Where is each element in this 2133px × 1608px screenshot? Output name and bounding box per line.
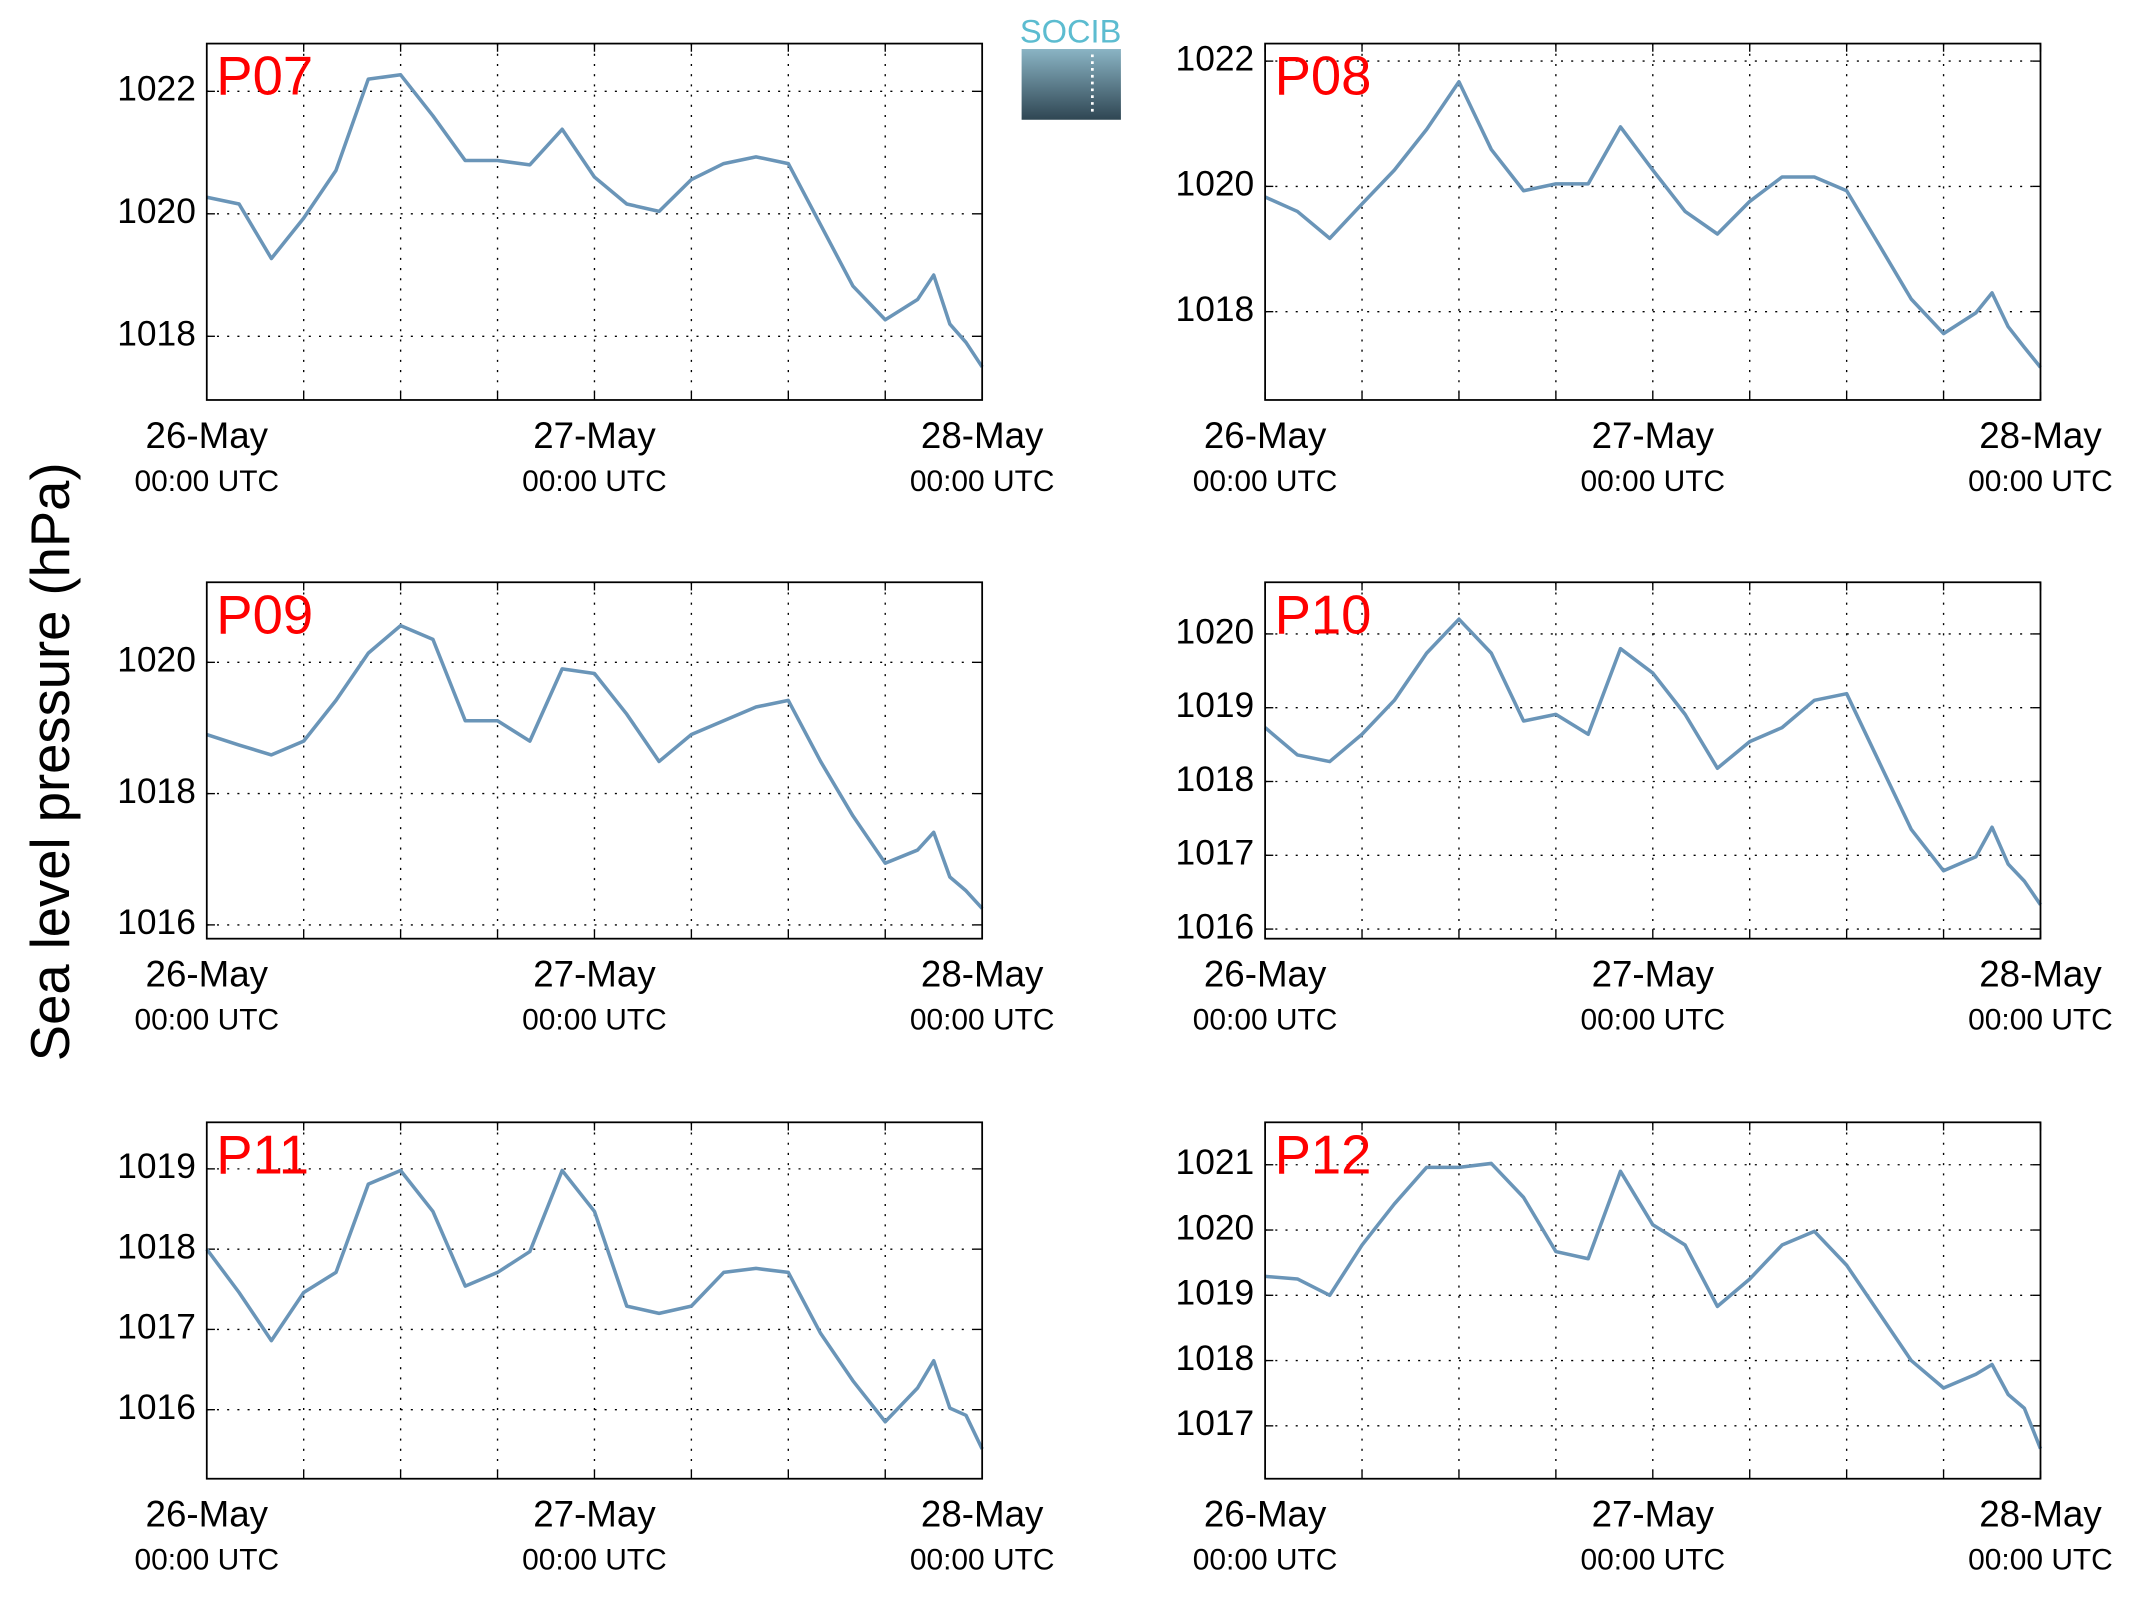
- x-tick-label: 26-May: [146, 953, 269, 994]
- x-tick-sublabel: 00:00 UTC: [522, 1544, 667, 1577]
- x-tick-sublabel: 00:00 UTC: [910, 465, 1055, 498]
- x-tick-label: 28-May: [921, 953, 1044, 994]
- data-line: [1264, 80, 2042, 369]
- y-tick-label: 1016: [117, 1388, 196, 1427]
- data-line: [206, 73, 984, 368]
- x-tick-label: 27-May: [1592, 953, 1715, 994]
- x-tick-label: 27-May: [1592, 415, 1715, 456]
- panel-title: P10: [1275, 584, 1372, 645]
- x-tick-sublabel: 00:00 UTC: [910, 1544, 1055, 1577]
- panel-title: P12: [1275, 1124, 1372, 1185]
- data-line: [1263, 617, 2042, 906]
- panel-title: P07: [216, 46, 313, 107]
- y-tick-label: 1018: [1176, 290, 1255, 329]
- x-tick-label: 27-May: [1592, 1494, 1715, 1535]
- x-tick-sublabel: 00:00 UTC: [522, 465, 667, 498]
- panel-title: P11: [216, 1124, 309, 1185]
- plot-frame: [205, 42, 984, 401]
- x-tick-sublabel: 00:00 UTC: [134, 465, 279, 498]
- x-tick-label: 28-May: [921, 1494, 1044, 1535]
- y-tick-label: 1016: [1176, 907, 1255, 946]
- x-tick-label: 28-May: [1979, 953, 2102, 994]
- x-tick-sublabel: 00:00 UTC: [1580, 465, 1725, 498]
- y-tick-label: 1019: [117, 1147, 196, 1186]
- y-tick-label: 1018: [117, 315, 196, 354]
- data-line: [206, 623, 984, 910]
- panel: 26-May 00:00 UTC 27-May 00:00 UTC 28-May 00:0…: [1176, 39, 2113, 497]
- panel: 26-May 00:00 UTC 27-May 00:00 UTC 28-May 00:0…: [1176, 581, 2113, 1037]
- x-tick-label: 26-May: [1204, 415, 1327, 456]
- y-tick-label: 1022: [1176, 39, 1255, 78]
- x-tick-label: 27-May: [533, 953, 656, 994]
- panel-title: P09: [216, 584, 313, 645]
- x-tick-label: 26-May: [1204, 1494, 1327, 1535]
- x-tick-sublabel: 00:00 UTC: [1193, 1004, 1338, 1037]
- y-tick-label: 1017: [1176, 834, 1255, 873]
- x-tick-label: 28-May: [1979, 415, 2102, 456]
- panel: 26-May 00:00 UTC 27-May 00:00 UTC 28-May 00:0…: [117, 42, 1055, 498]
- panel: 26-May 00:00 UTC 27-May 00:00 UTC 28-May 00:0…: [117, 581, 1055, 1037]
- x-tick-label: 26-May: [146, 1494, 269, 1535]
- x-tick-sublabel: 00:00 UTC: [134, 1004, 279, 1037]
- x-tick-sublabel: 00:00 UTC: [1580, 1544, 1725, 1577]
- y-tick-label: 1017: [1176, 1404, 1255, 1443]
- y-tick-label: 1022: [117, 70, 196, 109]
- panel: 26-May 00:00 UTC 27-May 00:00 UTC 28-May 00:0…: [117, 1121, 1055, 1577]
- x-tick-label: 27-May: [533, 415, 656, 456]
- x-tick-label: 26-May: [146, 415, 269, 456]
- y-tick-label: 1018: [117, 1227, 196, 1266]
- panel-title: P08: [1275, 46, 1372, 107]
- panel: 26-May 00:00 UTC 27-May 00:00 UTC 28-May 00:0…: [1176, 1121, 2113, 1577]
- plot-frame: [1264, 1121, 2042, 1480]
- x-tick-label: 26-May: [1204, 953, 1327, 994]
- y-tick-label: 1021: [1176, 1143, 1255, 1182]
- logo-text: SOCIB: [1020, 13, 1122, 50]
- y-tick-label: 1020: [117, 192, 196, 231]
- x-tick-sublabel: 00:00 UTC: [1193, 1544, 1338, 1577]
- plot-frame: [205, 1121, 984, 1480]
- logo-block: [1021, 49, 1121, 120]
- x-tick-label: 28-May: [1979, 1494, 2102, 1535]
- plot-frame: [205, 581, 984, 940]
- x-tick-sublabel: 00:00 UTC: [134, 1544, 279, 1577]
- y-tick-label: 1019: [1176, 686, 1255, 725]
- x-tick-label: 28-May: [921, 415, 1044, 456]
- y-axis-title: Sea level pressure (hPa): [20, 462, 81, 1061]
- x-tick-sublabel: 00:00 UTC: [910, 1004, 1055, 1037]
- x-tick-sublabel: 00:00 UTC: [1580, 1004, 1725, 1037]
- data-line: [205, 1168, 984, 1450]
- y-tick-label: 1018: [1176, 760, 1255, 799]
- y-tick-label: 1020: [1176, 1208, 1255, 1247]
- y-tick-label: 1019: [1176, 1274, 1255, 1313]
- plot-frame: [1264, 42, 2042, 401]
- data-line: [1264, 1161, 2043, 1450]
- y-tick-label: 1016: [117, 903, 196, 942]
- x-tick-label: 27-May: [533, 1494, 656, 1535]
- y-tick-label: 1018: [117, 772, 196, 811]
- x-tick-sublabel: 00:00 UTC: [1193, 465, 1338, 498]
- x-tick-sublabel: 00:00 UTC: [1968, 1004, 2113, 1037]
- x-tick-sublabel: 00:00 UTC: [1968, 1544, 2113, 1577]
- y-tick-label: 1020: [1176, 165, 1255, 204]
- y-tick-label: 1017: [117, 1308, 196, 1347]
- x-tick-sublabel: 00:00 UTC: [1968, 465, 2113, 498]
- y-tick-label: 1020: [117, 641, 196, 680]
- y-tick-label: 1018: [1176, 1339, 1255, 1378]
- x-tick-sublabel: 00:00 UTC: [522, 1004, 667, 1037]
- y-tick-label: 1020: [1176, 612, 1255, 651]
- logo: SOCIB: [1020, 13, 1122, 120]
- plot-frame: [1264, 581, 2042, 940]
